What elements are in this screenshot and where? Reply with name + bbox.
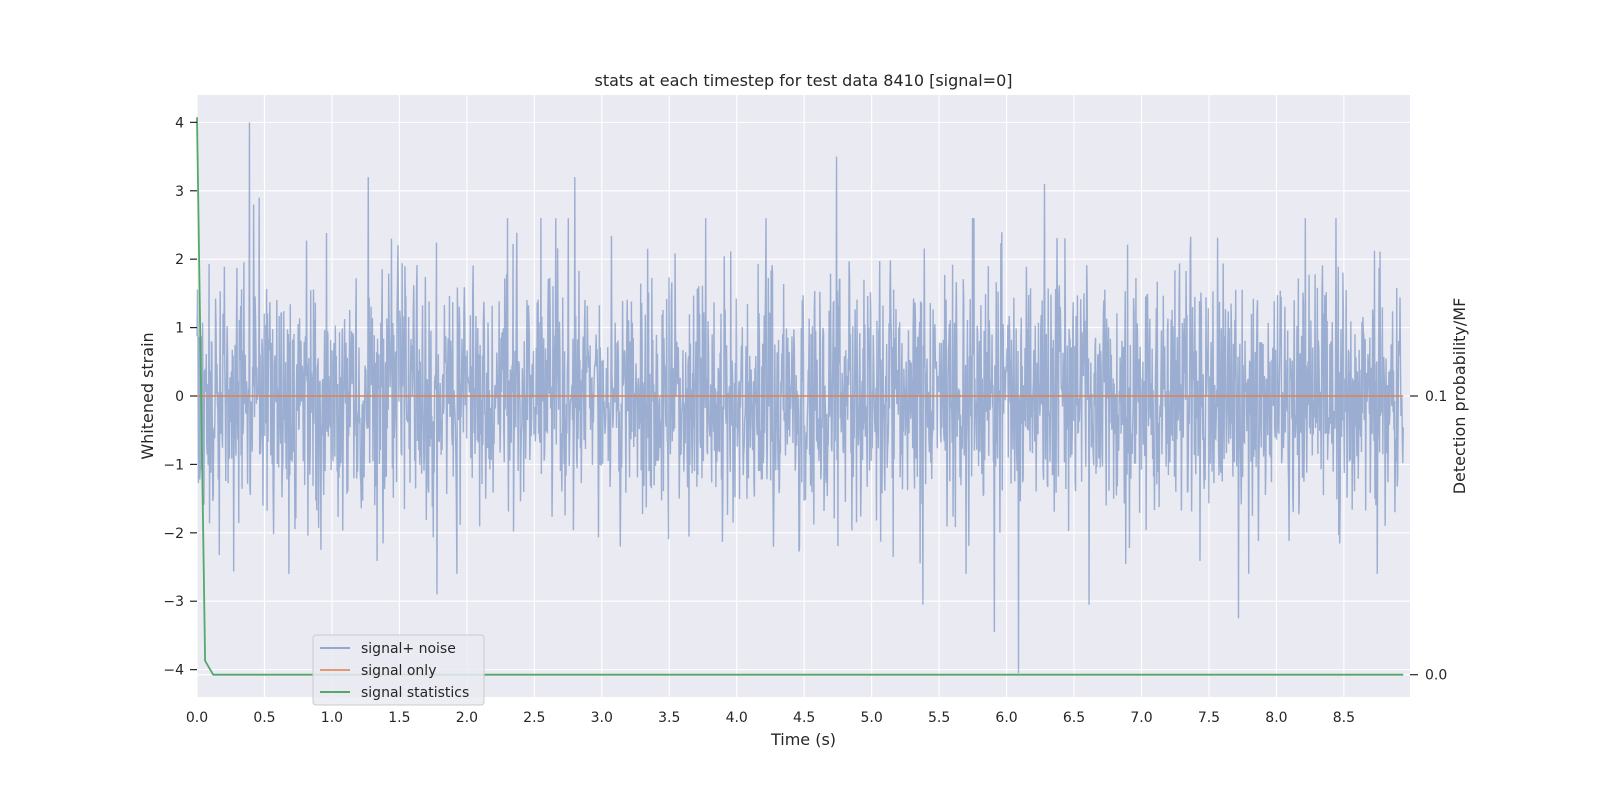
legend-box	[312, 634, 485, 706]
y-axis-right-label: Detection probability/MF	[1450, 298, 1469, 495]
x-tick-label: 0.5	[253, 710, 275, 726]
x-tick-label: 5.0	[861, 710, 883, 726]
x-tick-label: 6.5	[1063, 710, 1085, 726]
y-tick-label: 1	[175, 321, 184, 337]
x-axis-label: Time (s)	[770, 730, 836, 749]
legend-label: signal only	[361, 663, 436, 679]
x-tick-label: 5.5	[928, 710, 950, 726]
x-tick-label: 7.5	[1198, 710, 1220, 726]
chart-title: stats at each timestep for test data 841…	[594, 71, 1012, 90]
x-tick-label: 8.5	[1333, 710, 1355, 726]
y-tick-label: 4	[175, 115, 184, 131]
y-tick-label: 2	[175, 252, 184, 268]
x-tick-label: 8.0	[1265, 710, 1287, 726]
y-tick-label: −1	[163, 457, 184, 473]
y-axis-label: Whitened strain	[138, 332, 157, 459]
x-tick-label: 0.0	[186, 710, 208, 726]
y-tick-label: −4	[163, 663, 184, 679]
y-tick-label: −2	[163, 526, 184, 542]
x-tick-label: 4.0	[726, 710, 748, 726]
series-signal-noise-line	[196, 122, 1404, 674]
x-tick-label: 6.0	[995, 710, 1017, 726]
y-right-tick-label: 0.1	[1425, 389, 1447, 405]
x-tick-label: 4.5	[793, 710, 815, 726]
axes: 0.0 0.5 1.0 1.5 2.0 2.5 3.0 3.5 4.0 4.5 5.0 5.5 6.0 6…	[163, 115, 1447, 726]
x-tick-label: 3.5	[658, 710, 680, 726]
x-tick-label: 1.0	[321, 710, 343, 726]
x-tick-label: 3.0	[591, 710, 613, 726]
series-layer	[196, 117, 1404, 676]
y-tick-label: 3	[175, 184, 184, 200]
y-tick-label: 0	[175, 389, 184, 405]
legend: signal+ noise signal only signal statistic…	[312, 634, 485, 706]
legend-label: signal+ noise	[361, 641, 456, 657]
x-tick-label: 2.0	[456, 710, 478, 726]
y-right-tick-label: 0.0	[1425, 668, 1447, 684]
legend-label: signal statistics	[361, 685, 469, 701]
x-tick-label: 2.5	[523, 710, 545, 726]
series-signal-statistics-line	[196, 117, 1404, 676]
y-tick-label: −3	[163, 594, 184, 610]
x-tick-label: 1.5	[388, 710, 410, 726]
x-tick-label: 7.0	[1130, 710, 1152, 726]
